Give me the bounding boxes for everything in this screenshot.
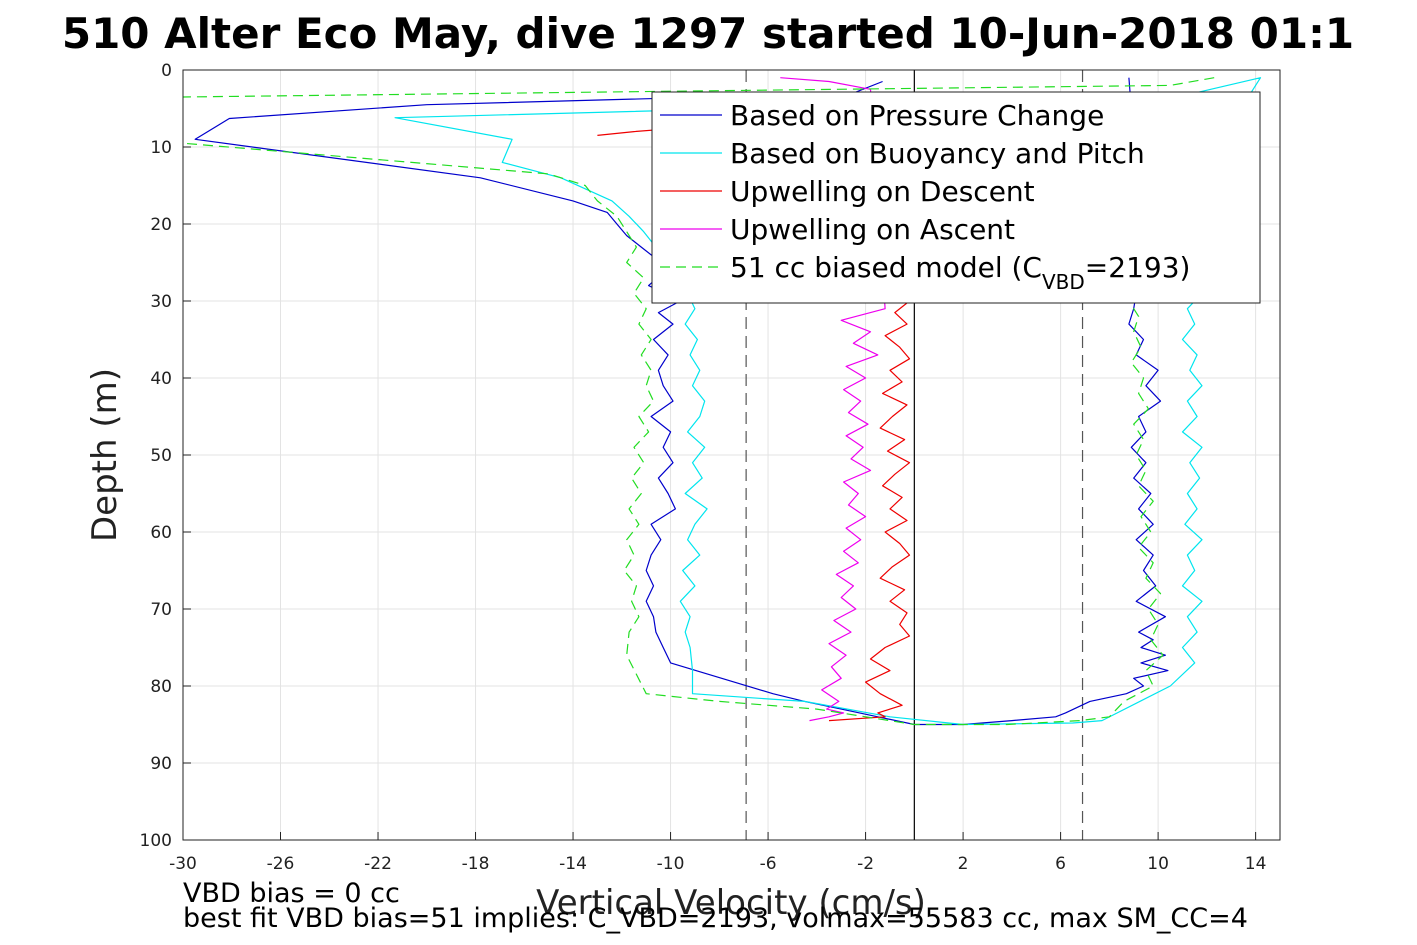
x-tick-label: -22 [364, 854, 392, 874]
series-layer [183, 77, 1262, 726]
best-fit-note: best fit VBD bias=51 implies: C_VBD=2193… [183, 903, 1248, 934]
legend-label: Upwelling on Descent [730, 175, 1035, 208]
y-tick-label: 60 [150, 523, 172, 543]
x-tick-label: -14 [559, 854, 587, 874]
y-tick-label: 70 [150, 600, 172, 620]
x-tick-label: -30 [169, 854, 197, 874]
x-axis-ticks: -30 -26 -22 -18 -14 -10 -6 -2 2 6 10 14 [169, 832, 1266, 874]
y-tick-label: 90 [150, 754, 172, 774]
y-tick-label: 50 [150, 446, 172, 466]
x-tick-label: 10 [1147, 854, 1169, 874]
x-tick-label: 14 [1245, 854, 1267, 874]
x-tick-label: -2 [857, 854, 874, 874]
x-tick-label: -18 [462, 854, 490, 874]
legend-box [651, 91, 1261, 304]
series-line-4 [780, 77, 886, 722]
x-axis-label: Vertical Velocity (cm/s) [536, 883, 926, 923]
vbd-bias-note: VBD bias = 0 cc [183, 878, 400, 909]
x-tick-label: -10 [657, 854, 685, 874]
legend-label: Based on Pressure Change [730, 99, 1104, 132]
legend-label: Based on Buoyancy and Pitch [730, 137, 1145, 170]
y-axis-label: Depth (m) [85, 368, 125, 542]
y-tick-label: 40 [150, 369, 172, 389]
x-tick-label: 6 [1055, 854, 1066, 874]
x-tick-label: -26 [267, 854, 295, 874]
x-tick-label: -6 [760, 854, 777, 874]
y-tick-label: 100 [140, 831, 172, 851]
y-tick-label: 80 [150, 677, 172, 697]
y-axis-ticks: 0 10 20 30 40 50 60 70 80 90 100 [140, 61, 191, 851]
legend-label: Upwelling on Ascent [730, 213, 1015, 246]
x-tick-label: 2 [958, 854, 969, 874]
series-line-3 [597, 127, 911, 722]
y-tick-label: 30 [150, 292, 172, 312]
series-line-5 [183, 77, 1215, 726]
chart-title: 510 Alter Eco May, dive 1297 started 10-… [62, 9, 1354, 58]
series-line-1 [194, 77, 1169, 726]
y-tick-label: 10 [150, 138, 172, 158]
y-tick-label: 20 [150, 215, 172, 235]
y-tick-label: 0 [161, 61, 172, 81]
legend: Based on Pressure Change Based on Buoyanc… [651, 91, 1261, 304]
